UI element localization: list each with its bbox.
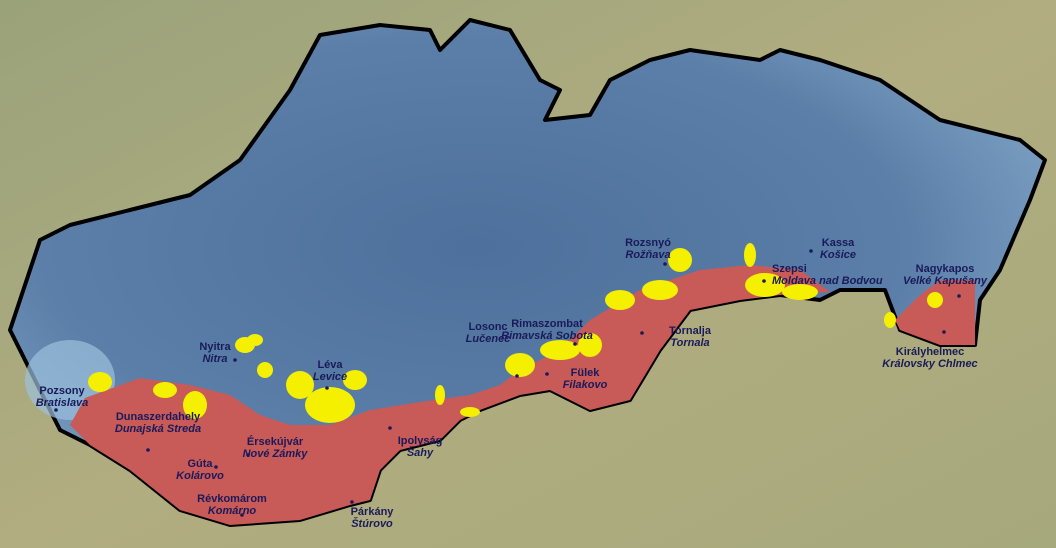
city-name-slovak: Tornala <box>670 337 709 349</box>
yellow-area <box>460 407 480 417</box>
city-name-hungarian: Gúta <box>187 458 213 470</box>
region-red-east <box>895 280 975 345</box>
city-name-hungarian: Érsekújvár <box>247 435 304 448</box>
city-dot <box>573 342 577 346</box>
city-dot <box>54 408 58 412</box>
city-name-hungarian: Nagykapos <box>916 263 975 275</box>
city-name-slovak: Rožňava <box>625 249 670 261</box>
city-name-hungarian: Szepsi <box>772 263 807 275</box>
city-name-slovak: Šahy <box>407 446 434 459</box>
yellow-area <box>435 385 445 405</box>
region-yellow <box>88 243 943 423</box>
city-name-slovak: Štúrovo <box>351 517 393 530</box>
city-name-hungarian: Fülek <box>571 367 601 379</box>
city-name-hungarian: Pozsony <box>39 385 85 397</box>
city-dot <box>663 262 667 266</box>
yellow-area <box>927 292 943 308</box>
city-dot <box>146 448 150 452</box>
city-name-slovak: Košice <box>820 249 856 261</box>
yellow-area <box>540 340 580 360</box>
yellow-area <box>605 290 635 310</box>
yellow-area <box>578 333 602 357</box>
city-name-hungarian: Párkány <box>351 506 395 518</box>
yellow-area <box>247 334 263 346</box>
city-dot <box>240 513 244 517</box>
yellow-area <box>668 248 692 272</box>
city-name-slovak: Královsky Chlmec <box>882 358 977 370</box>
city-name-slovak: Komárno <box>208 505 257 517</box>
yellow-area <box>257 362 273 378</box>
city-name-hungarian: Kassa <box>822 237 855 249</box>
city-name-slovak: Rimavská Sobota <box>501 330 593 342</box>
yellow-area <box>183 391 207 419</box>
city-name-hungarian: Rimaszombat <box>511 318 583 330</box>
city-name-slovak: Dunajská Streda <box>115 423 201 435</box>
city-name-slovak: Velké Kapušany <box>903 275 988 287</box>
city-dot <box>246 453 250 457</box>
city-name-slovak: Filakovo <box>563 379 608 391</box>
city-dot <box>809 249 813 253</box>
yellow-area <box>153 382 177 398</box>
city-name-slovak: Moldava nad Bodvou <box>772 275 883 287</box>
yellow-area <box>343 370 367 390</box>
city-name-hungarian: Tornalja <box>669 325 712 337</box>
city-dot <box>942 330 946 334</box>
city-name-slovak: Lučenec <box>466 333 511 345</box>
city-name-hungarian: Léva <box>317 359 343 371</box>
city-name-hungarian: Rozsnyó <box>625 237 671 249</box>
city-dot <box>388 426 392 430</box>
city-name-slovak: Bratislava <box>36 397 89 409</box>
city-name-slovak: Nové Zámky <box>243 448 309 460</box>
yellow-area <box>305 387 355 423</box>
city-dot <box>957 294 961 298</box>
yellow-area <box>884 312 896 328</box>
yellow-area <box>642 280 678 300</box>
yellow-area <box>744 243 756 267</box>
city-name-hungarian: Dunaszerdahely <box>116 411 201 423</box>
city-dot <box>762 279 766 283</box>
yellow-area <box>745 273 785 297</box>
city-dot <box>515 374 519 378</box>
region-red-south <box>70 265 830 525</box>
city-dot <box>350 500 354 504</box>
city-name-slovak: Nitra <box>202 353 227 365</box>
city-dot <box>640 331 644 335</box>
yellow-area <box>88 372 112 392</box>
city-name-hungarian: Losonc <box>468 321 507 333</box>
city-name-hungarian: Nyitra <box>199 341 231 353</box>
city-dot <box>214 465 218 469</box>
city-dot <box>233 358 237 362</box>
city-name-hungarian: Révkomárom <box>197 493 267 505</box>
yellow-area <box>782 284 818 300</box>
city-name-hungarian: Ipolyság <box>398 435 443 447</box>
city-dot <box>545 372 549 376</box>
yellow-area <box>505 353 535 377</box>
city-name-slovak: Kolárovo <box>176 470 224 482</box>
city-name-hungarian: Királyhelmec <box>896 346 964 358</box>
yellow-area <box>286 371 314 399</box>
city-dot <box>325 386 329 390</box>
city-name-slovak: Levice <box>313 371 347 383</box>
